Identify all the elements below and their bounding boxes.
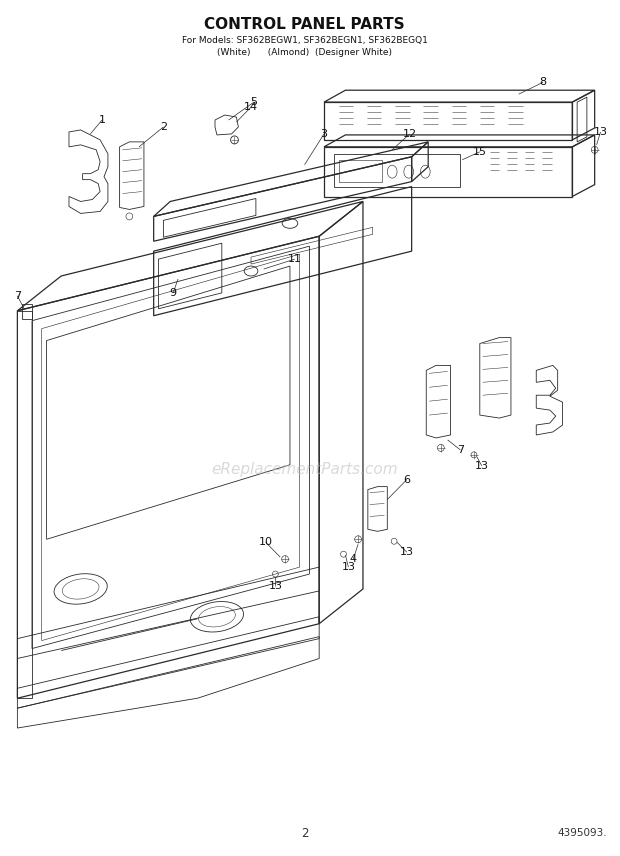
Text: 1: 1	[99, 115, 105, 125]
Text: 13: 13	[475, 461, 489, 471]
Text: 13: 13	[342, 562, 355, 572]
Text: CONTROL PANEL PARTS: CONTROL PANEL PARTS	[204, 17, 405, 33]
Text: 2: 2	[160, 122, 167, 132]
Text: 14: 14	[244, 102, 258, 112]
Text: 15: 15	[473, 147, 487, 157]
Text: 2: 2	[301, 827, 308, 840]
Text: 9: 9	[170, 288, 177, 298]
Text: 7: 7	[457, 445, 464, 455]
Text: 6: 6	[403, 475, 410, 484]
Text: (White)      (Almond)  (Designer White): (White) (Almond) (Designer White)	[217, 48, 392, 57]
Text: 13: 13	[268, 581, 282, 591]
Text: For Models: SF362BEGW1, SF362BEGN1, SF362BEGQ1: For Models: SF362BEGW1, SF362BEGN1, SF36…	[182, 36, 428, 45]
Text: 4395093.: 4395093.	[557, 829, 608, 838]
Text: 4: 4	[350, 554, 356, 564]
Text: 11: 11	[288, 254, 302, 265]
Text: 8: 8	[539, 77, 547, 87]
Text: 7: 7	[14, 291, 21, 300]
Text: 10: 10	[259, 538, 273, 547]
Text: 13: 13	[593, 127, 608, 137]
Text: 5: 5	[250, 97, 257, 107]
Text: 13: 13	[400, 547, 414, 557]
Text: 12: 12	[402, 129, 417, 139]
Text: 3: 3	[321, 129, 327, 139]
Text: eReplacementParts.com: eReplacementParts.com	[211, 462, 398, 478]
